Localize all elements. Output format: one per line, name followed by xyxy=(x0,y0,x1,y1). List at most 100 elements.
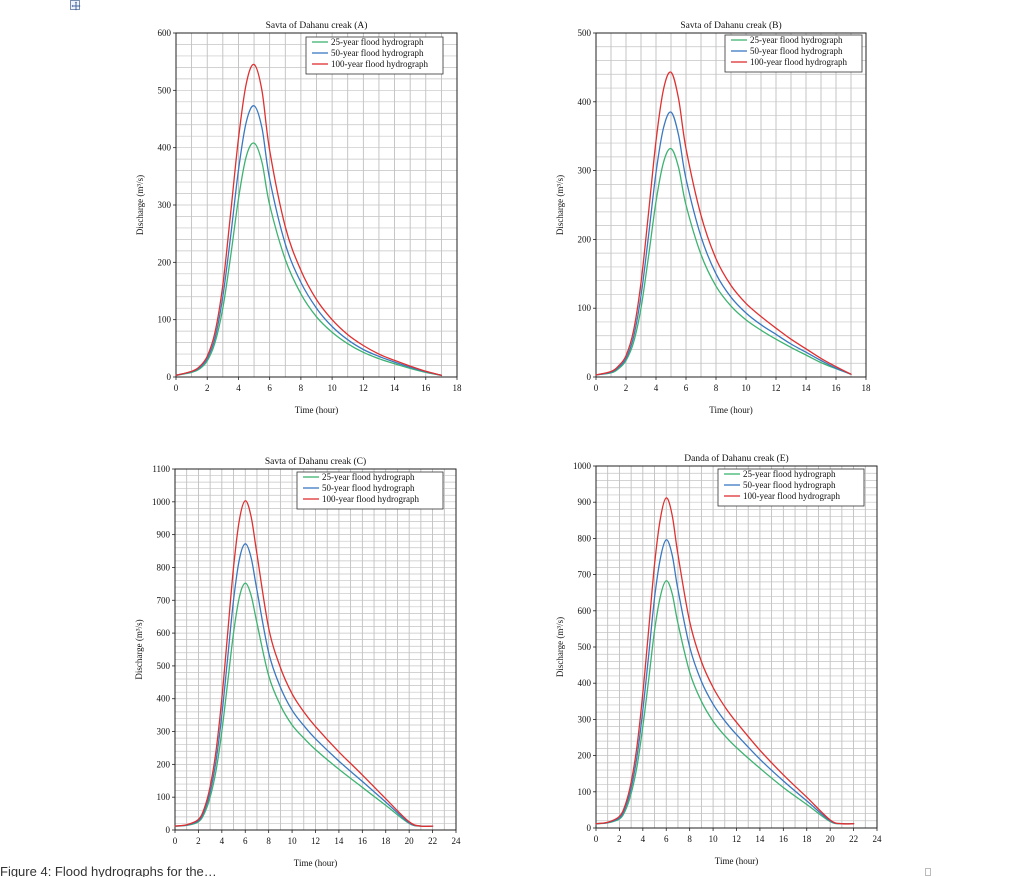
y-tick-label: 200 xyxy=(158,257,172,267)
x-tick-label: 18 xyxy=(802,834,812,844)
y-tick-label: 1000 xyxy=(152,497,171,507)
chart-title: Savta of Dahanu creak (A) xyxy=(266,20,368,31)
x-tick-label: 8 xyxy=(266,836,271,846)
chart-title: Savta of Dahanu creak (B) xyxy=(680,20,781,31)
y-tick-label: 500 xyxy=(158,85,172,95)
x-tick-label: 16 xyxy=(421,383,431,393)
x-tick-label: 2 xyxy=(624,383,629,393)
x-tick-label: 14 xyxy=(802,383,812,393)
chart-panel-2: 0 2 4 6 8 10 12 14 16 18 0 100 200 300 400 500 Savta of … xyxy=(555,20,871,415)
x-tick-label: 4 xyxy=(641,834,646,844)
x-tick-label: 12 xyxy=(732,834,741,844)
legend-entry: 25-year flood hydrograph xyxy=(743,469,836,479)
series-line-2 xyxy=(175,105,443,376)
legend-entry: 50-year flood hydrograph xyxy=(750,46,843,56)
y-tick-label: 100 xyxy=(157,792,171,802)
legend-entry: 50-year flood hydrograph xyxy=(322,483,415,493)
y-tick-label: 0 xyxy=(166,825,171,835)
series-line-1 xyxy=(175,142,443,376)
x-tick-label: 22 xyxy=(849,834,858,844)
y-tick-label: 400 xyxy=(578,97,592,107)
x-tick-label: 2 xyxy=(196,836,201,846)
legend-entry: 25-year flood hydrograph xyxy=(750,35,843,45)
x-tick-label: 10 xyxy=(328,383,338,393)
x-axis-label: Time (hour) xyxy=(294,858,337,868)
x-tick-label: 24 xyxy=(452,836,462,846)
legend-entry: 50-year flood hydrograph xyxy=(743,480,836,490)
x-axis-label: Time (hour) xyxy=(295,405,338,415)
y-axis-label: Discharge (m³/s) xyxy=(135,175,145,235)
x-axis-label: Time (hour) xyxy=(715,856,758,866)
series-line-3 xyxy=(175,63,443,376)
figure-caption: Figure 4: Flood hydrographs for the… xyxy=(0,864,217,877)
x-tick-label: 6 xyxy=(267,383,272,393)
legend-box xyxy=(724,34,863,73)
x-tick-label: 18 xyxy=(862,383,872,393)
y-tick-label: 400 xyxy=(158,143,172,153)
chart-panel-1: 0 2 4 6 8 10 12 14 16 18 0 100 200 300 400 500 600 Savta … xyxy=(135,20,462,415)
series-line-3 xyxy=(595,497,855,825)
y-tick-label: 1100 xyxy=(152,464,170,474)
x-tick-label: 12 xyxy=(311,836,320,846)
y-axis-label: Discharge (m³/s) xyxy=(555,175,565,235)
chart-panel-3: 0 2 4 6 8 10 12 14 16 18 20 22 240100200300400500600… xyxy=(134,456,461,868)
y-tick-label: 900 xyxy=(157,530,171,540)
y-tick-label: 100 xyxy=(578,787,592,797)
y-tick-label: 900 xyxy=(578,497,592,507)
y-tick-label: 600 xyxy=(157,628,171,638)
x-tick-label: 16 xyxy=(832,383,842,393)
y-tick-label: 800 xyxy=(157,562,171,572)
x-tick-label: 16 xyxy=(779,834,789,844)
y-tick-label: 600 xyxy=(578,606,592,616)
y-tick-label: 700 xyxy=(157,595,171,605)
x-tick-label: 4 xyxy=(220,836,225,846)
x-tick-label: 0 xyxy=(594,383,599,393)
legend-box xyxy=(717,468,865,507)
y-tick-label: 500 xyxy=(157,661,171,671)
x-tick-label: 8 xyxy=(714,383,719,393)
gridlines xyxy=(175,32,458,378)
y-tick-label: 100 xyxy=(158,315,172,325)
y-tick-label: 1000 xyxy=(573,461,592,471)
series-line-1 xyxy=(595,580,855,825)
series-line-1 xyxy=(595,147,852,376)
y-tick-label: 700 xyxy=(578,570,592,580)
x-tick-label: 8 xyxy=(687,834,692,844)
x-tick-label: 22 xyxy=(428,836,437,846)
x-tick-label: 2 xyxy=(205,383,210,393)
y-tick-label: 600 xyxy=(158,28,172,38)
legend-entry: 100-year flood hydrograph xyxy=(331,59,428,69)
y-tick-label: 400 xyxy=(157,694,171,704)
x-tick-label: 18 xyxy=(381,836,391,846)
series-line-2 xyxy=(174,543,434,827)
series-line-3 xyxy=(595,71,852,376)
chart-title: Savta of Dahanu creak (C) xyxy=(265,456,366,467)
legend-entry: 25-year flood hydrograph xyxy=(322,472,415,482)
x-tick-label: 20 xyxy=(405,836,415,846)
x-tick-label: 16 xyxy=(358,836,368,846)
legend-entry: 25-year flood hydrograph xyxy=(331,37,424,47)
y-tick-label: 200 xyxy=(578,234,592,244)
x-tick-label: 6 xyxy=(243,836,248,846)
paragraph-mark xyxy=(925,868,931,876)
y-axis-label: Discharge (m³/s) xyxy=(134,619,144,679)
y-tick-label: 0 xyxy=(167,372,172,382)
legend-entry: 50-year flood hydrograph xyxy=(331,48,424,58)
x-tick-label: 12 xyxy=(772,383,781,393)
x-tick-label: 2 xyxy=(617,834,622,844)
legend-entry: 100-year flood hydrograph xyxy=(743,491,840,501)
x-tick-label: 14 xyxy=(334,836,344,846)
x-tick-label: 4 xyxy=(654,383,659,393)
y-tick-label: 400 xyxy=(578,678,592,688)
move-handle-icon[interactable] xyxy=(70,0,81,11)
x-tick-label: 4 xyxy=(236,383,241,393)
y-axis-label: Discharge (m³/s) xyxy=(555,617,565,677)
y-tick-label: 300 xyxy=(578,166,592,176)
x-tick-label: 8 xyxy=(299,383,304,393)
x-tick-label: 14 xyxy=(755,834,765,844)
y-tick-label: 500 xyxy=(578,642,592,652)
